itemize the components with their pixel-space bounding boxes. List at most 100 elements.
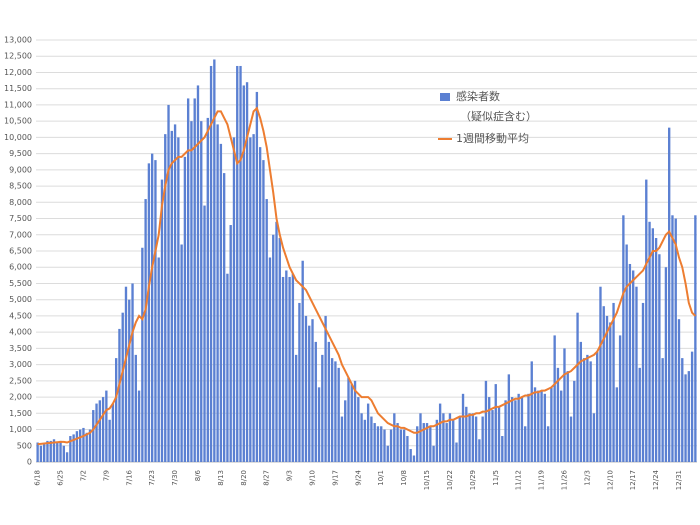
bar	[160, 179, 164, 463]
x-tick-label: 8/27	[263, 470, 271, 486]
bar	[363, 419, 367, 462]
y-tick-label: 11,000	[4, 100, 32, 109]
bar	[105, 390, 108, 462]
y-tick-label: 3,000	[9, 360, 32, 369]
y-tick-label: 8,000	[9, 198, 32, 207]
bar	[658, 254, 661, 462]
bar	[546, 426, 550, 462]
bar	[651, 228, 655, 462]
bar	[576, 312, 579, 462]
y-tick-label: 500	[17, 441, 32, 450]
bar	[128, 299, 131, 462]
bar	[92, 410, 95, 462]
bar	[222, 173, 226, 463]
bar	[203, 205, 206, 463]
bar	[563, 348, 566, 462]
bar	[131, 283, 134, 462]
bar	[599, 286, 602, 462]
bar	[671, 215, 674, 462]
bar	[553, 335, 556, 462]
bar	[481, 416, 484, 462]
bar	[281, 276, 285, 462]
bar	[533, 387, 537, 462]
y-tick-label: 6,000	[9, 263, 32, 272]
bar	[396, 423, 399, 462]
x-tick-label: 9/17	[331, 470, 339, 486]
y-tick-label: 9,500	[9, 149, 32, 158]
bar	[311, 319, 314, 462]
y-tick-label: 12,500	[4, 52, 32, 61]
bar	[114, 358, 118, 462]
bar	[291, 273, 295, 462]
bar	[393, 413, 396, 462]
bar	[347, 377, 350, 462]
bar	[586, 354, 589, 462]
bar	[429, 426, 432, 462]
bar	[618, 335, 622, 462]
bar	[540, 390, 543, 462]
bar	[504, 400, 507, 462]
y-tick-label: 0	[27, 458, 32, 467]
y-tick-label: 2,500	[9, 376, 32, 385]
bar	[491, 410, 494, 462]
bar	[638, 367, 641, 462]
bar	[605, 315, 609, 462]
bar	[641, 302, 645, 462]
x-tick-label: 11/19	[538, 470, 546, 490]
bar	[314, 341, 317, 462]
bar	[150, 153, 154, 462]
y-tick-label: 6,500	[9, 247, 32, 256]
bar	[507, 374, 511, 462]
bar	[137, 390, 141, 462]
bar	[432, 445, 435, 462]
moving-average-line	[37, 106, 697, 446]
bar	[121, 312, 124, 462]
bar	[154, 160, 157, 462]
bar	[330, 358, 334, 462]
bar	[694, 215, 697, 462]
bar	[560, 390, 563, 462]
bar	[550, 387, 553, 462]
bar	[514, 400, 517, 462]
bar	[501, 436, 504, 462]
bar	[209, 65, 213, 462]
bar	[419, 413, 422, 462]
bar	[373, 423, 376, 462]
x-tick-label: 11/5	[492, 470, 500, 486]
bar	[43, 444, 46, 462]
y-tick-label: 11,500	[4, 84, 32, 93]
bar	[193, 98, 196, 462]
y-tick-label: 10,000	[4, 133, 32, 142]
bar	[308, 325, 311, 462]
bar	[82, 427, 85, 462]
bar	[108, 419, 111, 462]
y-tick-label: 7,000	[9, 230, 32, 239]
bar	[681, 358, 684, 462]
bar	[321, 354, 324, 462]
x-tick-label: 12/17	[629, 470, 637, 490]
bar	[690, 351, 694, 462]
bar	[468, 413, 471, 462]
bar	[510, 397, 514, 462]
x-tick-label: 11/12	[515, 470, 523, 490]
bar	[360, 413, 363, 462]
x-tick-label: 12/31	[675, 470, 683, 490]
bar	[517, 393, 520, 462]
bar	[474, 416, 478, 462]
x-tick-label: 7/16	[125, 469, 133, 485]
bar	[213, 59, 216, 462]
x-tick-label: 9/10	[309, 470, 317, 486]
bar	[386, 445, 389, 462]
bar	[46, 440, 49, 462]
bar	[298, 302, 301, 462]
bar	[635, 286, 638, 462]
bar	[95, 403, 98, 462]
bar	[380, 426, 383, 462]
bar	[461, 393, 465, 462]
bar	[622, 215, 625, 462]
bar	[327, 341, 331, 462]
y-tick-label: 9,000	[9, 165, 32, 174]
bar	[412, 455, 416, 462]
bar	[406, 436, 409, 462]
